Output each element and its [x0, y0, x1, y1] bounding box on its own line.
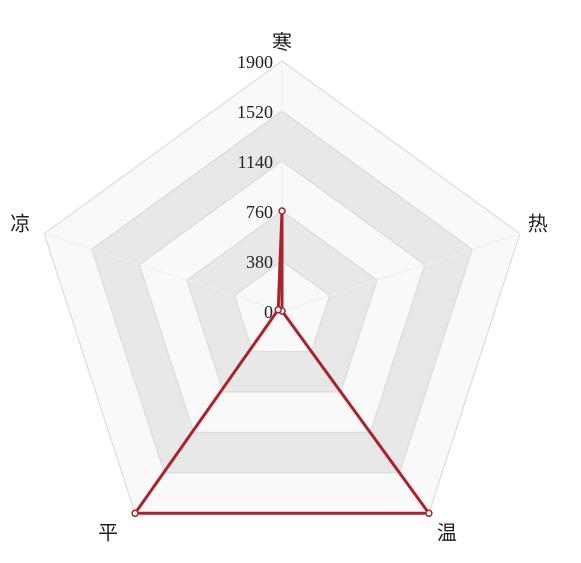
- axis-label-ping: 平: [98, 520, 118, 544]
- tick-label-1900: 1900: [237, 52, 273, 72]
- data-point-0: [278, 207, 286, 215]
- data-point-2: [425, 509, 433, 518]
- tick-label-1140: 1140: [238, 152, 273, 172]
- axis-spoke-1: [281, 233, 520, 312]
- tick-label-760: 760: [246, 202, 273, 222]
- grid-ring-1: [233, 260, 331, 353]
- data-point-4: [274, 306, 282, 314]
- axis-label-han: 寒: [272, 30, 292, 54]
- axis-spoke-4: [44, 233, 283, 312]
- tick-label-0: 0: [264, 302, 273, 322]
- tick-labels: 0 380 760 1140 1520 1900: [237, 52, 273, 322]
- series-layer: [131, 207, 433, 518]
- tick-label-380: 380: [246, 252, 273, 272]
- axis-labels: 寒 热 温 平 凉: [10, 30, 548, 544]
- grid-ring-4: [91, 110, 473, 474]
- grid-ring-2: [186, 210, 378, 393]
- data-point-3: [131, 509, 139, 518]
- axis-label-liang: 凉: [10, 212, 30, 236]
- grid-ring-3: [138, 160, 426, 433]
- axis-label-wen: 温: [437, 520, 457, 544]
- axis-label-re: 热: [528, 212, 548, 236]
- tick-label-1520: 1520: [237, 102, 273, 122]
- series-line-0: [132, 210, 432, 515]
